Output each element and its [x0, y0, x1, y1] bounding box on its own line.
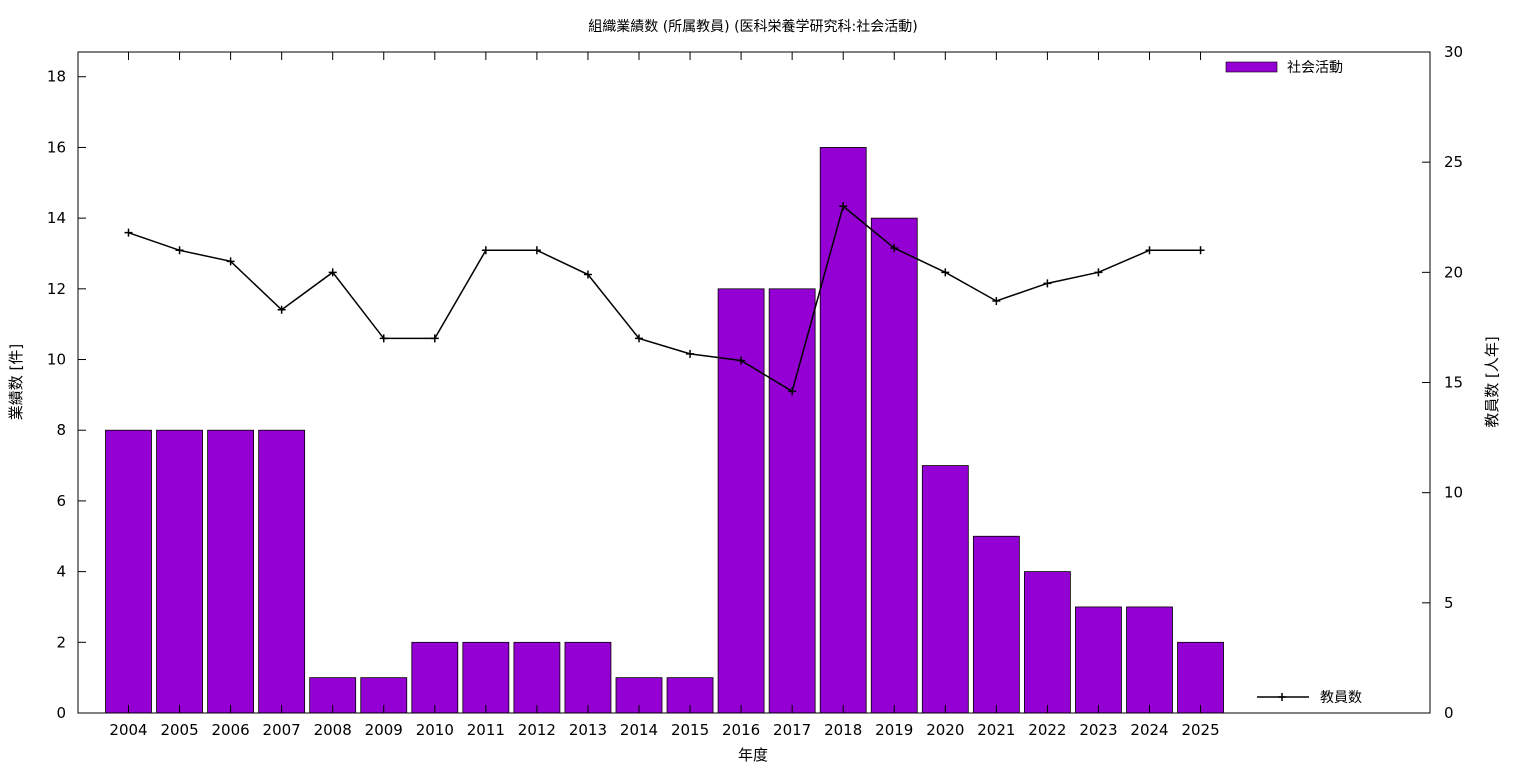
bar-2007 — [258, 429, 306, 714]
bar-2005 — [156, 429, 203, 714]
y-tick-label: 8 — [56, 421, 66, 439]
bar-2006 — [207, 429, 255, 714]
y-tick-label: 2 — [56, 633, 66, 651]
faculty-point-2023 — [1094, 268, 1103, 277]
y2-tick-label: 0 — [1444, 704, 1454, 722]
y-tick-label: 4 — [56, 563, 66, 581]
y2-tick-label: 30 — [1444, 43, 1463, 61]
bar-2023 — [1075, 606, 1122, 714]
y-tick-label: 6 — [56, 492, 66, 510]
faculty-line-series — [124, 202, 1205, 396]
y2-axis-label: 教員数 [人年] — [1483, 336, 1501, 427]
faculty-point-2022 — [1043, 279, 1052, 288]
faculty-point-2024 — [1145, 246, 1154, 255]
x-axis-ticks: 2004 2005 2006 2007 2008 2009 2010 2011 2012 2013… — [109, 52, 1220, 739]
faculty-line — [128, 204, 1201, 393]
chart-title: 組織業績数 (所属教員) (医科栄養学研究科:社会活動) — [588, 18, 917, 35]
x-tick-label: 2012 — [518, 721, 556, 739]
faculty-point-2007 — [277, 305, 286, 314]
x-tick-label: 2004 — [109, 721, 147, 739]
y2-tick-label: 25 — [1444, 153, 1463, 171]
y2-tick-label: 5 — [1444, 594, 1454, 612]
y-axis-ticks: 0 2 4 6 8 10 12 14 16 18 — [47, 68, 86, 722]
bar-2013 — [564, 641, 612, 714]
bar-2010 — [411, 641, 459, 714]
faculty-point-2014 — [635, 334, 643, 343]
x-tick-label: 2022 — [1028, 721, 1066, 739]
faculty-point-2016 — [737, 356, 746, 365]
legend-line: 教員数 — [1257, 690, 1362, 706]
bar-2022 — [1024, 571, 1071, 714]
faculty-point-2019 — [890, 244, 899, 253]
faculty-point-2009 — [379, 334, 388, 343]
y-tick-label: 10 — [47, 351, 66, 369]
faculty-point-2015 — [686, 349, 695, 358]
legend-line-label: 教員数 — [1320, 690, 1362, 706]
x-tick-label: 2011 — [467, 721, 505, 739]
faculty-point-2011 — [481, 246, 490, 255]
faculty-point-2012 — [532, 246, 541, 255]
y2-tick-label: 15 — [1444, 374, 1463, 392]
bar-2018 — [819, 147, 867, 714]
legend-bar-label: 社会活動 — [1287, 60, 1343, 76]
y-tick-label: 14 — [47, 209, 66, 227]
faculty-point-2018 — [839, 202, 848, 211]
legend-bar-swatch — [1225, 61, 1278, 73]
x-tick-label: 2019 — [875, 721, 913, 739]
x-axis-label: 年度 — [738, 746, 768, 764]
y-tick-label: 18 — [47, 68, 66, 86]
y2-axis-ticks: 0 5 10 15 20 25 30 — [1422, 43, 1463, 722]
y-tick-label: 16 — [47, 138, 66, 156]
y-tick-label: 12 — [47, 280, 66, 298]
bar-series — [105, 147, 1224, 714]
bar-2025 — [1177, 641, 1224, 714]
x-tick-label: 2020 — [926, 721, 964, 739]
x-tick-label: 2007 — [263, 721, 301, 739]
bar-2004 — [105, 429, 152, 714]
faculty-point-2008 — [328, 268, 337, 277]
x-tick-label: 2010 — [416, 721, 454, 739]
x-tick-label: 2015 — [671, 721, 709, 739]
x-tick-label: 2005 — [160, 721, 198, 739]
faculty-point-2013 — [583, 270, 592, 279]
bar-2014 — [615, 677, 663, 714]
bar-2016 — [717, 288, 765, 714]
faculty-point-2020 — [941, 268, 950, 277]
faculty-point-2005 — [175, 246, 184, 255]
x-tick-label: 2021 — [977, 721, 1015, 739]
x-tick-label: 2009 — [365, 721, 403, 739]
faculty-point-2006 — [226, 257, 235, 266]
y2-tick-label: 10 — [1444, 484, 1463, 502]
bar-2012 — [513, 641, 561, 714]
legend-line-marker — [1278, 693, 1286, 701]
y2-tick-label: 20 — [1444, 263, 1463, 281]
x-tick-label: 2024 — [1130, 721, 1168, 739]
faculty-point-2017 — [788, 387, 797, 396]
x-tick-label: 2023 — [1079, 721, 1117, 739]
x-tick-label: 2025 — [1181, 721, 1219, 739]
bar-2019 — [870, 217, 918, 714]
faculty-point-2010 — [430, 334, 439, 343]
bar-2021 — [972, 535, 1020, 714]
y-axis-label: 業績数 [件] — [7, 344, 25, 420]
x-tick-label: 2006 — [212, 721, 250, 739]
x-tick-label: 2014 — [620, 721, 658, 739]
legend-bar: 社会活動 — [1225, 60, 1343, 76]
faculty-point-2021 — [992, 296, 1001, 305]
x-tick-label: 2016 — [722, 721, 760, 739]
x-tick-label: 2008 — [314, 721, 352, 739]
bar-2024 — [1126, 606, 1173, 714]
faculty-point-2004 — [124, 228, 133, 237]
bar-2017 — [768, 288, 816, 714]
x-tick-label: 2013 — [569, 721, 607, 739]
bar-2011 — [462, 641, 510, 714]
y-tick-label: 0 — [56, 704, 66, 722]
x-tick-label: 2018 — [824, 721, 862, 739]
faculty-point-2025 — [1196, 246, 1205, 255]
bar-2020 — [921, 465, 969, 714]
x-tick-label: 2017 — [773, 721, 811, 739]
